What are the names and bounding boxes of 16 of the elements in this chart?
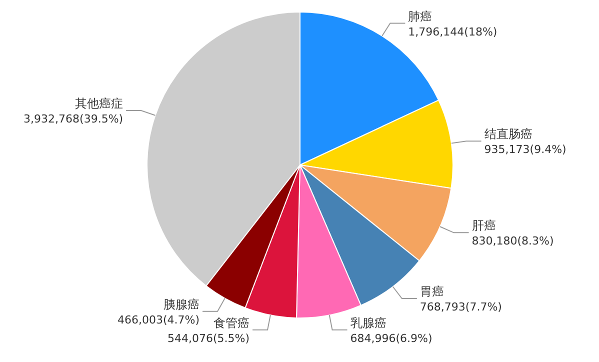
slice-label: 食管癌: [214, 316, 250, 330]
slice-label: 结直肠癌: [484, 127, 532, 142]
data-label: 684,996(6.9%): [350, 332, 432, 345]
slice-label: 胰腺癌: [164, 297, 200, 312]
data-label: 935,173(9.4%): [484, 143, 566, 156]
slice-label: 肝癌: [472, 218, 496, 233]
slice-label: 胃癌: [420, 284, 444, 299]
data-label: 1,796,144(18%): [408, 25, 498, 38]
data-label: 544,076(5.5%): [168, 332, 250, 345]
slice-label: 其他癌症: [75, 96, 124, 111]
data-label: 466,003(4.7%): [117, 313, 200, 326]
data-label: 3,932,768(39.5%): [24, 112, 124, 126]
slice-label: 乳腺癌: [350, 316, 386, 330]
slice-label: 肺癌: [408, 9, 432, 24]
data-label: 768,793(7.7%): [420, 300, 502, 314]
data-label: 830,180(8.3%): [472, 234, 554, 248]
